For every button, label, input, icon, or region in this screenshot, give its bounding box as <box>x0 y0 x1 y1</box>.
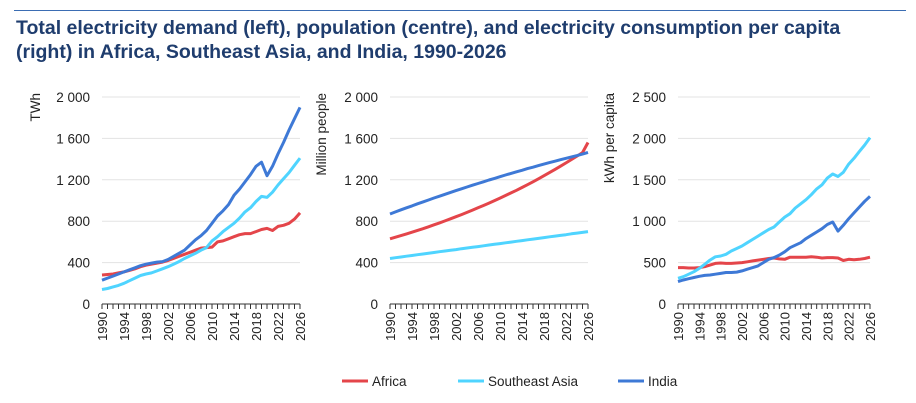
x-tick-label: 2006 <box>471 312 486 341</box>
series-line-india <box>677 195 872 284</box>
series-line-southeast-asia <box>677 136 872 280</box>
x-tick-label: 2002 <box>161 312 176 341</box>
series-line-india <box>389 150 589 216</box>
x-tick-label: 2022 <box>271 312 286 341</box>
x-tick-label: 1990 <box>671 312 686 341</box>
x-tick-label: 2002 <box>735 312 750 341</box>
legend: Africa Southeast Asia India <box>342 374 678 389</box>
y-tick-label: 0 <box>370 297 378 312</box>
chart-panel-1: 0 400 800 1 200 1 600 2 000 1990 1994 1998 2002 20… <box>28 90 308 341</box>
x-tick-label: 1990 <box>383 312 398 341</box>
y-tick-label: 2 000 <box>56 90 90 105</box>
x-tick-label: 2014 <box>515 312 530 341</box>
y-tick-label: 400 <box>67 256 90 271</box>
x-tick-label: 1998 <box>427 312 442 341</box>
y-tick-label: 1 200 <box>344 173 378 188</box>
y-tick-label: 0 <box>658 297 666 312</box>
x-tick-label: 2014 <box>227 312 242 341</box>
x-tick-label: 1994 <box>692 312 707 341</box>
figure-title: Total electricity demand (left), populat… <box>16 17 841 63</box>
series-line-southeast-asia <box>389 230 589 260</box>
legend-item: Southeast Asia <box>458 374 579 389</box>
x-tick-label: 2026 <box>581 312 596 341</box>
chart-panel-2: 0 400 800 1 200 1 600 2 000 1990 1994 1998 2002 20… <box>314 90 596 341</box>
legend-item: Africa <box>342 374 407 389</box>
series-line-india <box>101 106 302 282</box>
x-tick-label: 1998 <box>714 312 729 341</box>
x-tick-label: 1998 <box>139 312 154 341</box>
x-tick-label: 1994 <box>117 312 132 341</box>
y-tick-label: 400 <box>355 256 378 271</box>
legend-item: India <box>618 374 678 389</box>
x-tick-label: 2018 <box>820 312 835 341</box>
x-tick-label: 2010 <box>493 312 508 341</box>
y-tick-label: 500 <box>643 256 666 271</box>
x-tick-label: 2018 <box>537 312 552 341</box>
y-tick-label: 2 000 <box>344 90 378 105</box>
x-tick-label: 2006 <box>183 312 198 341</box>
series-line-southeast-asia <box>101 157 302 291</box>
y-tick-label: 0 <box>82 297 90 312</box>
y-tick-label: 1 600 <box>344 131 378 146</box>
x-tick-label: 1994 <box>405 312 420 341</box>
y-axis-label: Million people <box>314 93 329 176</box>
legend-label: India <box>648 374 678 389</box>
x-tick-label: 2014 <box>799 312 814 341</box>
x-tick-label: 2010 <box>205 312 220 341</box>
y-tick-label: 2 500 <box>632 90 666 105</box>
x-tick-label: 2010 <box>778 312 793 341</box>
x-tick-label: 1990 <box>95 312 110 341</box>
y-tick-label: 1 600 <box>56 131 90 146</box>
y-axis-label: TWh <box>28 93 43 122</box>
x-tick-label: 2018 <box>249 312 264 341</box>
header-rule <box>14 10 906 11</box>
y-axis-label: kWh per capita <box>602 93 617 184</box>
series-line-africa <box>389 141 590 241</box>
y-tick-label: 800 <box>355 214 378 229</box>
x-tick-label: 2022 <box>559 312 574 341</box>
y-tick-label: 1 500 <box>632 173 666 188</box>
y-tick-label: 800 <box>67 214 90 229</box>
x-tick-label: 2026 <box>293 312 308 341</box>
x-tick-label: 2022 <box>842 312 857 341</box>
y-tick-label: 2 000 <box>632 131 666 146</box>
y-tick-label: 1 200 <box>56 173 90 188</box>
chart-panel-3: 0 500 1 000 1 500 2 000 2 500 1990 1994 1998 2002… <box>602 90 878 341</box>
x-tick-label: 2006 <box>756 312 771 341</box>
legend-label: Africa <box>372 374 407 389</box>
x-tick-label: 2026 <box>863 312 878 341</box>
legend-label: Southeast Asia <box>488 374 579 389</box>
y-tick-label: 1 000 <box>632 214 666 229</box>
x-tick-label: 2002 <box>449 312 464 341</box>
series-line-africa <box>101 211 302 277</box>
